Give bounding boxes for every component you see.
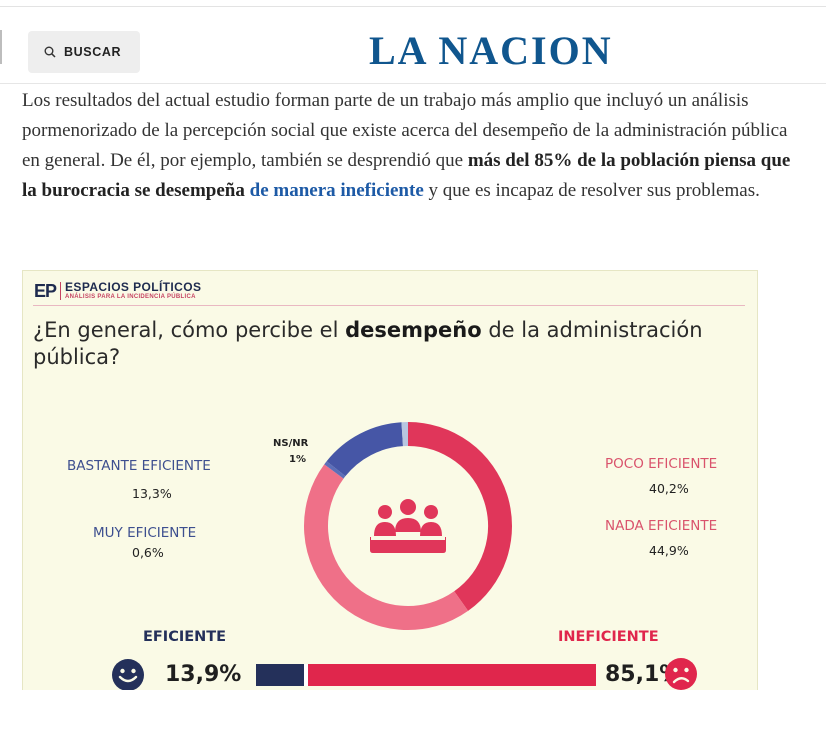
donut-segment-nada-eficiente [304, 464, 469, 630]
value-poco-eficiente: 40,2% [649, 481, 689, 496]
bar-eficiente [256, 664, 304, 686]
happy-face-icon [112, 659, 144, 691]
brand-mark: EP [34, 281, 57, 301]
infographic: EP ESPACIOS POLÍTICOS ANÁLISIS PARA LA I… [22, 270, 758, 700]
summary-bar [256, 664, 596, 686]
search-icon [44, 46, 56, 58]
site-logo[interactable]: LA NACION [369, 28, 613, 73]
top-divider [0, 6, 826, 7]
label-nsnr: NS/NR [273, 438, 309, 449]
label-muy-eficiente: MUY EFICIENTE [93, 525, 197, 541]
sad-face-icon [665, 658, 697, 690]
value-nada-eficiente: 44,9% [649, 543, 689, 558]
brand-name: ESPACIOS POLÍTICOS [65, 280, 202, 294]
search-button-label: BUSCAR [64, 45, 122, 59]
donut-segment-muy-eficiente [324, 461, 346, 479]
article-text-end: y que es incapaz de resolver sus problem… [423, 180, 760, 201]
page-bottom-area [0, 690, 826, 744]
article-text: Los resultados del actual estudio forman… [22, 90, 788, 171]
value-eficiente: 13,9% [165, 662, 242, 687]
site-header: BUSCAR LA NACION [0, 7, 826, 84]
brand-divider [33, 305, 745, 306]
label-bastante-eficiente: BASTANTE EFICIENTE [67, 458, 211, 474]
label-ineficiente: INEFICIENTE [558, 629, 659, 645]
left-edge-marker [0, 30, 2, 64]
donut-chart [304, 422, 512, 630]
brand-tagline: ANÁLISIS PARA LA INCIDENCIA PÚBLICA [65, 294, 196, 300]
value-nsnr: 1% [289, 454, 306, 465]
bar-ineficiente [308, 664, 596, 686]
article-body: Los resultados del actual estudio forman… [22, 86, 792, 206]
label-nada-eficiente: NADA EFICIENTE [605, 518, 718, 534]
article-link[interactable]: de manera ineficiente [249, 180, 424, 201]
label-eficiente: EFICIENTE [143, 629, 227, 645]
donut-segment-bastante-eficiente [326, 422, 404, 477]
article-paragraph: Los resultados del actual estudio forman… [22, 86, 792, 206]
survey-question: ¿En general, cómo percibe el desempeño d… [33, 318, 703, 369]
brand-logo: EP ESPACIOS POLÍTICOS ANÁLISIS PARA LA I… [34, 281, 201, 301]
brand-separator [60, 282, 62, 300]
value-muy-eficiente: 0,6% [132, 545, 164, 560]
article-bold-text: más del 85% de la población piensa que l… [22, 150, 791, 201]
people-icon [370, 499, 446, 553]
donut-segment-poco-eficiente [407, 422, 512, 611]
label-poco-eficiente: POCO EFICIENTE [605, 456, 718, 472]
question-emphasis: desempeño [345, 318, 482, 342]
value-bastante-eficiente: 13,3% [132, 486, 172, 501]
search-button[interactable]: BUSCAR [28, 31, 140, 73]
